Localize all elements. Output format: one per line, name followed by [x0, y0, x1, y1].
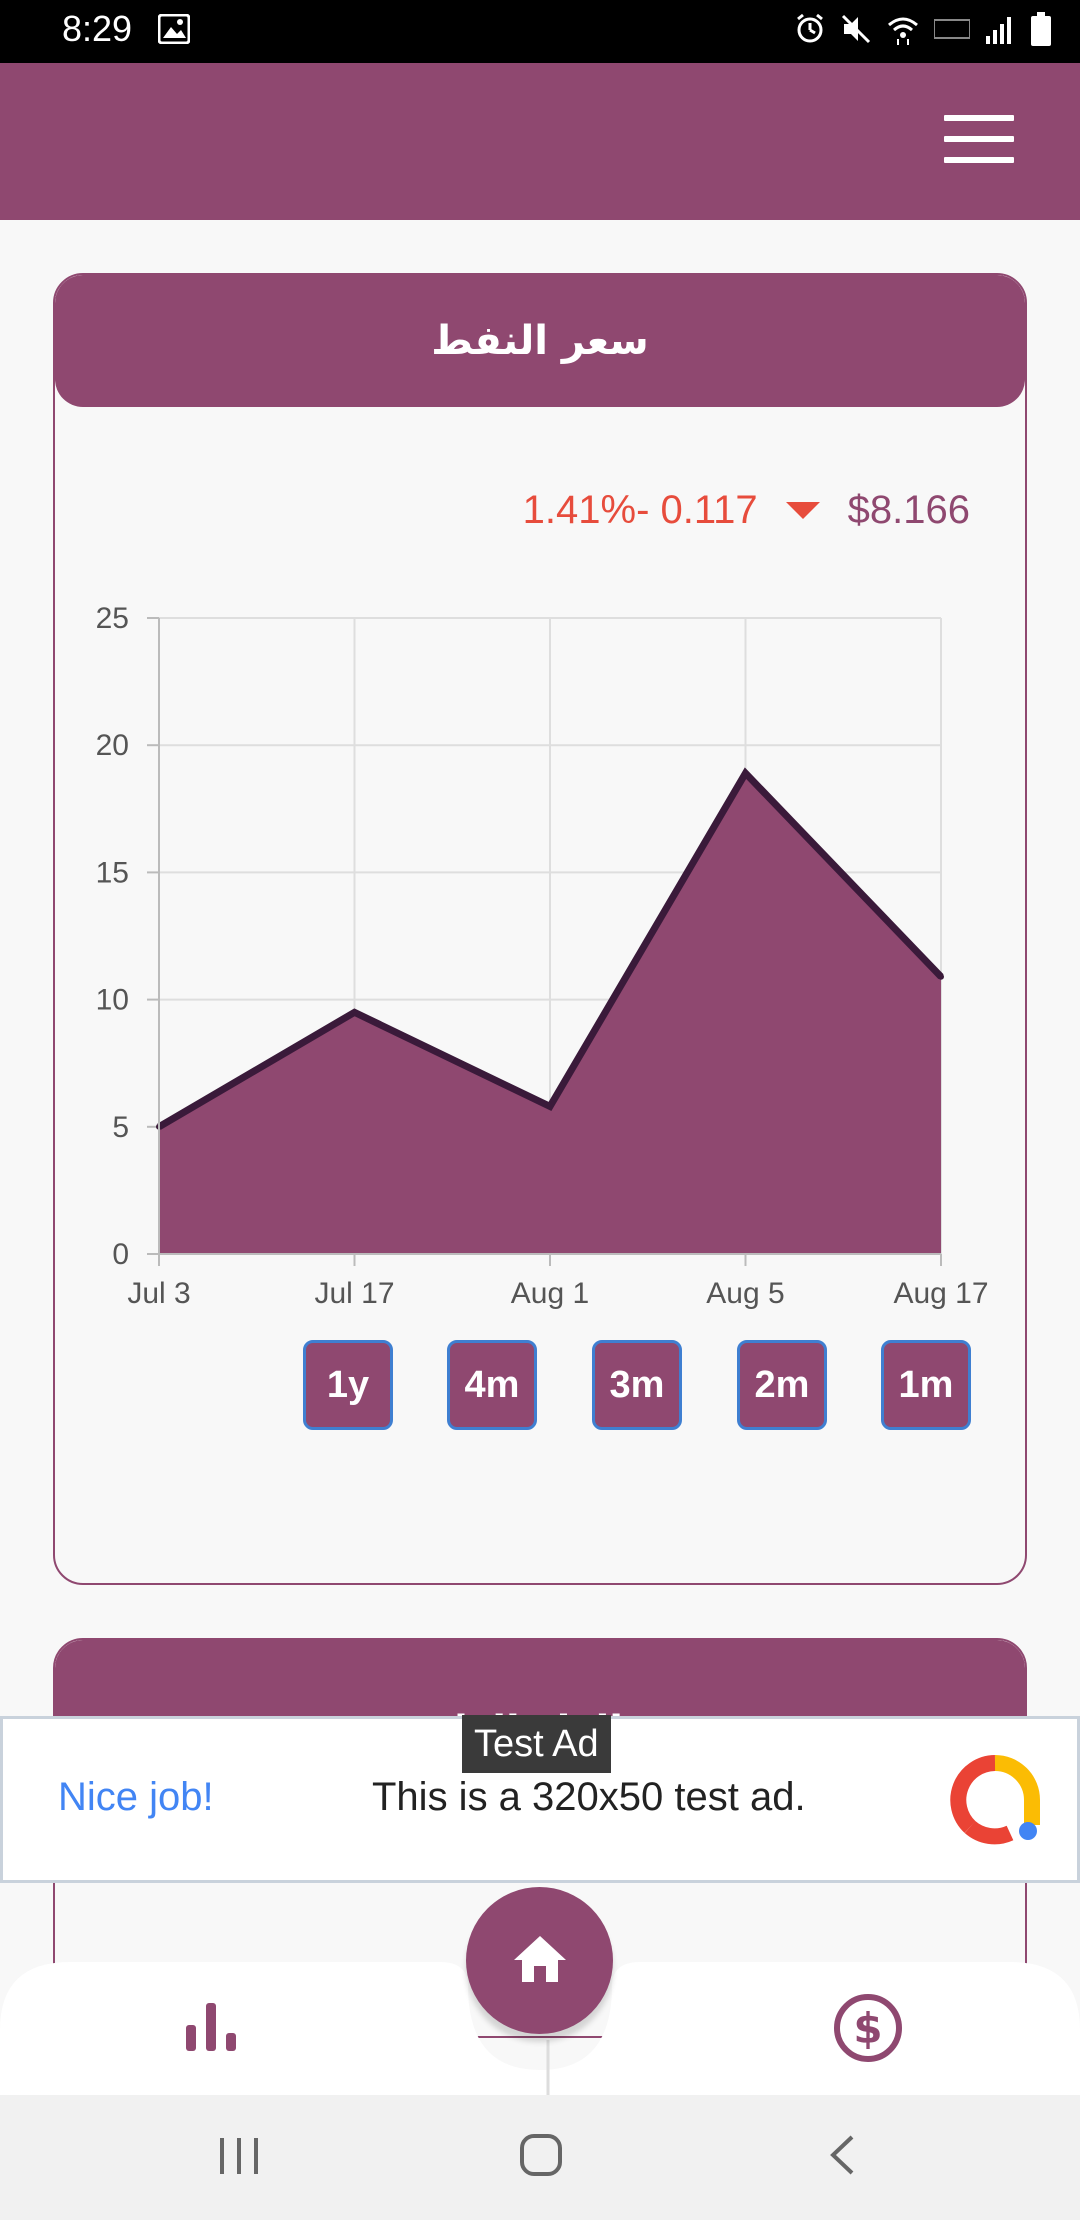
system-nav-bar: [0, 2095, 1080, 2220]
ad-label: Test Ad: [462, 1715, 611, 1773]
range-button-1m[interactable]: 1m: [881, 1340, 971, 1430]
x-tick-label: Aug 1: [511, 1277, 589, 1310]
y-tick-label: 5: [112, 1111, 129, 1144]
range-button-3m[interactable]: 3m: [592, 1340, 682, 1430]
dollar-icon[interactable]: $: [833, 1993, 903, 2067]
status-time: 8:29: [62, 8, 133, 49]
back-icon[interactable]: [828, 2134, 856, 2180]
data-point: [742, 770, 749, 777]
signal-icon: [984, 14, 1016, 48]
data-point: [938, 973, 944, 980]
alarm-icon: [794, 13, 826, 49]
app-bar: [0, 63, 1080, 220]
down-arrow-icon: [785, 502, 820, 519]
status-bar: 8:29: [0, 0, 1080, 63]
range-button-4m[interactable]: 4m: [447, 1340, 537, 1430]
y-tick-label: 0: [112, 1238, 129, 1271]
oil-price-card: سعر النفط 1.41%- 0.117 $8.166: [53, 273, 1027, 1585]
y-tick-label: 10: [96, 984, 129, 1017]
ad-text: This is a 320x50 test ad.: [372, 1775, 806, 1819]
x-tick-label: Jul 17: [314, 1277, 394, 1310]
x-tick-label: Aug 5: [706, 1277, 784, 1310]
wifi-icon: [886, 13, 920, 49]
data-point: [547, 1103, 553, 1110]
bottom-nav-bar: [0, 1962, 1080, 2095]
battery-icon: [1030, 12, 1052, 50]
recent-apps-icon[interactable]: [218, 2136, 260, 2180]
oil-price-chart: 0 5 10 15 20 25 Jul 3 Jul 17 Aug 1 Aug 5 Aug 17: [96, 602, 989, 1310]
x-tick-label: Aug 17: [893, 1277, 988, 1310]
mute-icon: [840, 13, 872, 49]
home-icon: [512, 1934, 568, 1988]
svg-text:$: $: [853, 2004, 882, 2053]
area-fill: [159, 773, 941, 1254]
home-button[interactable]: [466, 1887, 613, 2034]
price-change: 1.41%- 0.117: [522, 488, 758, 532]
current-price: $8.166: [847, 488, 970, 532]
ad-logo-icon: [950, 1755, 1040, 1849]
range-button-2m[interactable]: 2m: [737, 1340, 827, 1430]
home-system-icon[interactable]: [519, 2133, 563, 2181]
y-tick-label: 15: [96, 856, 129, 889]
data-point: [351, 1009, 358, 1016]
price-row: 1.41%- 0.117 $8.166: [523, 488, 970, 533]
oil-card-title: سعر النفط: [55, 275, 1025, 407]
bar-chart-icon[interactable]: [186, 2003, 236, 2055]
image-notification-icon: [157, 13, 191, 48]
ad-title[interactable]: Nice job!: [58, 1775, 214, 1819]
y-tick-label: 20: [96, 729, 129, 762]
x-tick-label: Jul 3: [127, 1277, 190, 1310]
range-button-1y[interactable]: 1y: [303, 1340, 393, 1430]
hamburger-menu-icon[interactable]: [944, 115, 1016, 165]
y-tick-label: 25: [96, 602, 129, 635]
